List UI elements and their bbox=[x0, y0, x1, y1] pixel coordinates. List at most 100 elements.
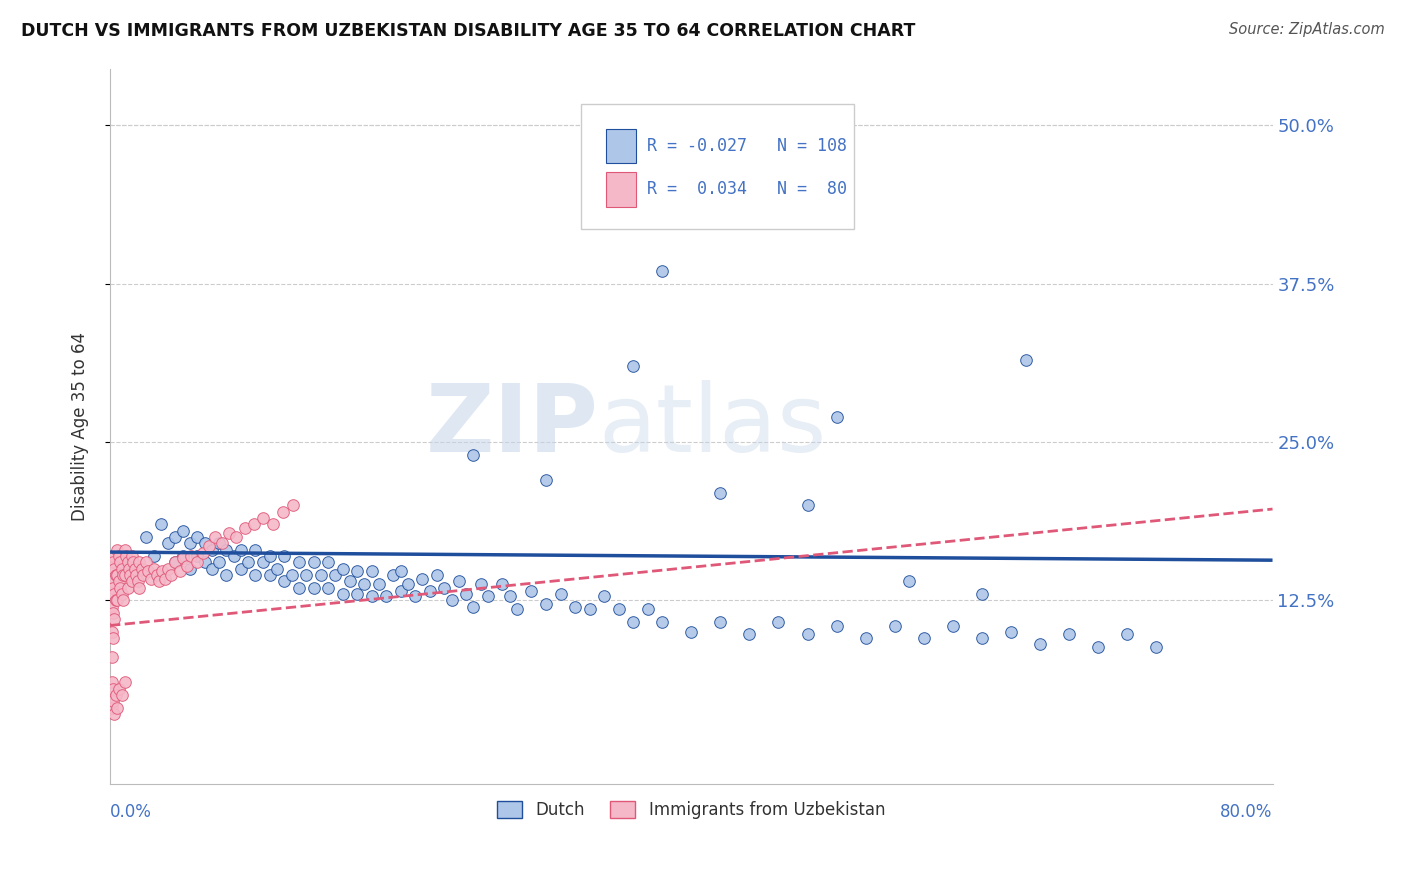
Point bbox=[114, 567, 136, 582]
Point bbox=[477, 590, 499, 604]
Point bbox=[104, 688, 127, 702]
Point bbox=[135, 555, 157, 569]
Point bbox=[796, 627, 818, 641]
Point bbox=[681, 624, 703, 639]
Point bbox=[139, 572, 162, 586]
Point bbox=[122, 555, 145, 569]
Point bbox=[426, 567, 449, 582]
Point bbox=[131, 561, 153, 575]
Point bbox=[111, 587, 134, 601]
Point bbox=[111, 688, 134, 702]
Point bbox=[105, 567, 128, 582]
Point bbox=[825, 176, 848, 190]
Point bbox=[883, 618, 905, 632]
Point bbox=[621, 615, 644, 629]
Point bbox=[127, 574, 149, 589]
Text: R =  0.034   N =  80: R = 0.034 N = 80 bbox=[647, 180, 848, 198]
Point bbox=[117, 555, 139, 569]
Point bbox=[165, 555, 187, 569]
Point bbox=[709, 485, 731, 500]
Point bbox=[339, 574, 361, 589]
Point bbox=[132, 567, 155, 582]
Point bbox=[112, 593, 135, 607]
Point bbox=[332, 587, 354, 601]
Point bbox=[389, 584, 412, 599]
Point bbox=[100, 574, 122, 589]
Point bbox=[169, 564, 191, 578]
Point bbox=[621, 359, 644, 373]
Point bbox=[112, 567, 135, 582]
Point bbox=[105, 700, 128, 714]
FancyBboxPatch shape bbox=[581, 104, 853, 229]
Point bbox=[107, 549, 129, 563]
Point bbox=[440, 593, 463, 607]
Point bbox=[101, 606, 124, 620]
Point bbox=[360, 590, 382, 604]
Point bbox=[222, 549, 245, 563]
Point bbox=[142, 549, 165, 563]
Point bbox=[101, 681, 124, 696]
Point bbox=[738, 627, 761, 641]
Point bbox=[280, 567, 302, 582]
Point bbox=[534, 597, 557, 611]
Point bbox=[295, 567, 318, 582]
Text: R = -0.027   N = 108: R = -0.027 N = 108 bbox=[647, 136, 848, 155]
Point bbox=[564, 599, 586, 614]
Point bbox=[607, 602, 630, 616]
Point bbox=[186, 549, 208, 563]
Point bbox=[120, 567, 142, 582]
Point bbox=[346, 587, 368, 601]
Point bbox=[229, 561, 252, 575]
Text: atlas: atlas bbox=[599, 380, 827, 472]
Point bbox=[411, 572, 433, 586]
Point bbox=[150, 564, 173, 578]
Point bbox=[107, 574, 129, 589]
Point bbox=[215, 542, 238, 557]
Text: Source: ZipAtlas.com: Source: ZipAtlas.com bbox=[1229, 22, 1385, 37]
Legend: Dutch, Immigrants from Uzbekistan: Dutch, Immigrants from Uzbekistan bbox=[491, 794, 891, 825]
Point bbox=[101, 581, 124, 595]
Point bbox=[204, 530, 226, 544]
Point bbox=[1029, 638, 1052, 652]
Point bbox=[252, 511, 274, 525]
Point bbox=[454, 587, 477, 601]
Point bbox=[367, 576, 389, 591]
Point bbox=[100, 700, 122, 714]
Point bbox=[176, 559, 198, 574]
Point bbox=[105, 593, 128, 607]
Text: 0.0%: 0.0% bbox=[110, 803, 152, 821]
Point bbox=[186, 530, 208, 544]
Point bbox=[160, 567, 183, 582]
Point bbox=[157, 561, 180, 575]
Point bbox=[970, 631, 993, 645]
Point bbox=[259, 549, 281, 563]
Point bbox=[768, 615, 790, 629]
Point bbox=[103, 612, 125, 626]
Point bbox=[942, 618, 965, 632]
Point bbox=[100, 549, 122, 563]
Point bbox=[236, 555, 259, 569]
Point bbox=[346, 564, 368, 578]
Point bbox=[288, 581, 311, 595]
Point bbox=[136, 564, 159, 578]
Point bbox=[103, 561, 125, 575]
Point bbox=[419, 584, 441, 599]
Point bbox=[283, 498, 305, 512]
Point bbox=[121, 549, 143, 563]
Point bbox=[273, 549, 295, 563]
Point bbox=[191, 546, 214, 560]
Point bbox=[215, 567, 238, 582]
Point bbox=[110, 555, 132, 569]
Point bbox=[145, 567, 167, 582]
Point bbox=[128, 555, 150, 569]
Point bbox=[491, 576, 513, 591]
Point bbox=[447, 574, 470, 589]
Point bbox=[302, 581, 325, 595]
Y-axis label: Disability Age 35 to 64: Disability Age 35 to 64 bbox=[72, 332, 89, 521]
Point bbox=[1087, 640, 1109, 654]
Point bbox=[100, 675, 122, 690]
Point bbox=[389, 564, 412, 578]
Point bbox=[157, 536, 180, 550]
Point bbox=[155, 572, 177, 586]
Point bbox=[550, 587, 572, 601]
